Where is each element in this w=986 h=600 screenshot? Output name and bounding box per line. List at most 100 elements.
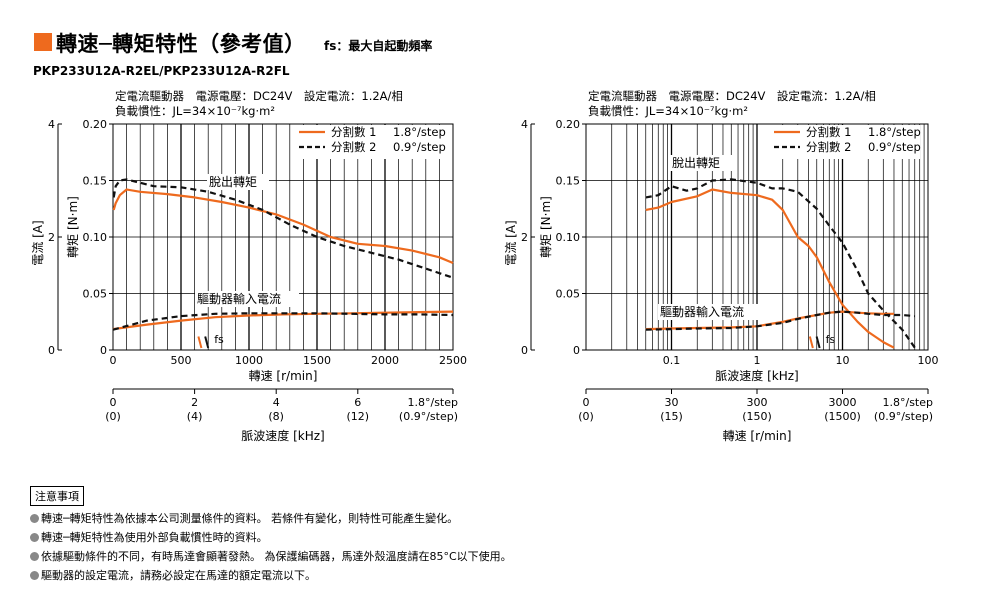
aux-end-label-paren: (0.9°/step) bbox=[874, 410, 933, 423]
current-label: 驅動器輸入電流 bbox=[660, 304, 744, 319]
pullout-label: 脫出轉矩 bbox=[209, 174, 257, 189]
note-item: 驅動器的設定電流，請務必設定在馬達的額定電流以下。 bbox=[30, 566, 512, 585]
x-tick-label: 100 bbox=[918, 354, 939, 367]
legend-label: 分割數 1 bbox=[806, 125, 851, 139]
aux-tick-label-paren: (150) bbox=[742, 410, 772, 423]
y-tick-label: 0.05 bbox=[556, 288, 581, 301]
y-axis-title: 轉矩 [N·m] bbox=[66, 196, 80, 258]
aux-tick-label-paren: (0) bbox=[578, 410, 594, 423]
series-line-torque-div1 bbox=[112, 188, 454, 265]
x-tick-label: 0 bbox=[110, 354, 117, 367]
legend-bg bbox=[293, 125, 445, 159]
y-tick-label: 0.15 bbox=[83, 175, 108, 188]
pullout-label: 脫出轉矩 bbox=[672, 155, 720, 170]
title-accent-square bbox=[34, 33, 52, 51]
x-tick-label: 500 bbox=[171, 354, 192, 367]
x-tick-label: 2500 bbox=[439, 354, 467, 367]
y2-axis-title: 電流 [A] bbox=[504, 220, 518, 265]
y-tick-label: 0.15 bbox=[556, 175, 581, 188]
aux-end-label-paren: (0.9°/step) bbox=[399, 410, 458, 423]
x-tick-label: 1500 bbox=[303, 354, 331, 367]
aux-end-label: 1.8°/step bbox=[883, 396, 934, 409]
current-label-bg bbox=[195, 291, 299, 307]
y-tick-label: 0.20 bbox=[83, 118, 108, 131]
y2-tick-label: 4 bbox=[48, 118, 55, 131]
aux-axis-title: 脈波速度 [kHz] bbox=[241, 428, 324, 443]
aux-tick-label-paren: (12) bbox=[347, 410, 370, 423]
page-title: 轉速─轉矩特性（參考值） bbox=[56, 32, 306, 56]
series-line-torque-div2 bbox=[645, 178, 916, 349]
pullout-label-bg bbox=[670, 155, 732, 171]
pullout-label-bg bbox=[207, 174, 269, 190]
y2-tick-label: 4 bbox=[521, 118, 528, 131]
x-tick-label: 1000 bbox=[235, 354, 263, 367]
y-tick-label: 0.05 bbox=[83, 288, 108, 301]
y-tick-label: 0.10 bbox=[83, 231, 108, 244]
y-tick-label: 0 bbox=[100, 344, 107, 357]
series-line-torque-div2 bbox=[112, 178, 454, 279]
conditions-line2: 負載慣性：JL=34×10⁻⁷kg·m² bbox=[115, 104, 275, 118]
legend-label: 分割數 2 bbox=[806, 140, 851, 154]
y-tick-label: 0.10 bbox=[556, 231, 581, 244]
note-text: 驅動器的設定電流，請務必設定在馬達的額定電流以下。 bbox=[41, 569, 316, 582]
conditions-line1: 定電流驅動器 電源電壓：DC24V 設定電流：1.2A/相 bbox=[588, 89, 876, 103]
current-label: 驅動器輸入電流 bbox=[197, 291, 281, 306]
y2-tick-label: 2 bbox=[48, 231, 55, 244]
page-subtitle: fs：最大自起動頻率 bbox=[324, 39, 433, 53]
x-tick-label: 10 bbox=[836, 354, 850, 367]
x-tick-label: 2000 bbox=[371, 354, 399, 367]
legend-value: 0.9°/step bbox=[868, 140, 921, 154]
bullet-icon bbox=[30, 533, 39, 542]
x-tick-label: 1 bbox=[754, 354, 761, 367]
fs-marker bbox=[204, 336, 210, 349]
legend-value: 0.9°/step bbox=[393, 140, 446, 154]
series-line-torque-div1 bbox=[645, 188, 895, 349]
notes-title: 注意事項 bbox=[30, 486, 84, 506]
aux-tick-label: 300 bbox=[747, 396, 768, 409]
current-label-bg bbox=[658, 304, 762, 320]
aux-tick-label: 30 bbox=[665, 396, 679, 409]
bullet-icon bbox=[30, 571, 39, 580]
y-axis-title: 轉矩 [N·m] bbox=[539, 196, 553, 258]
aux-tick-label-paren: (4) bbox=[187, 410, 203, 423]
legend-label: 分割數 1 bbox=[331, 125, 376, 139]
fs-marker bbox=[808, 336, 814, 349]
aux-tick-label-paren: (15) bbox=[660, 410, 683, 423]
note-item: 依據驅動條件的不同，有時馬達會顯著發熱。 為保護編碼器，馬達外殼溫度請在85°C… bbox=[30, 547, 512, 566]
note-item: 轉速─轉矩特性為依據本公司測量條件的資料。 若條件有變化，則特性可能產生變化。 bbox=[30, 509, 512, 528]
series-line-current-div2 bbox=[112, 312, 454, 331]
legend-value: 1.8°/step bbox=[868, 125, 921, 139]
legend-bg bbox=[768, 125, 920, 159]
x-axis-title: 脈波速度 [kHz] bbox=[715, 368, 798, 383]
y2-tick-label: 2 bbox=[521, 231, 528, 244]
legend-value: 1.8°/step bbox=[393, 125, 446, 139]
y2-tick-label: 0 bbox=[48, 344, 55, 357]
bullet-icon bbox=[30, 514, 39, 523]
note-text: 轉速─轉矩特性為使用外部負載慣性時的資料。 bbox=[41, 531, 268, 544]
fs-label: fs bbox=[214, 333, 224, 346]
notes-section: 注意事項 轉速─轉矩特性為依據本公司測量條件的資料。 若條件有變化，則特性可能產… bbox=[30, 485, 512, 585]
aux-tick-label: 0 bbox=[583, 396, 590, 409]
series-line-current-div2 bbox=[645, 310, 915, 331]
aux-tick-label: 6 bbox=[354, 396, 361, 409]
aux-tick-label: 3000 bbox=[829, 396, 857, 409]
aux-tick-label-paren: (0) bbox=[105, 410, 121, 423]
aux-tick-label: 4 bbox=[273, 396, 280, 409]
aux-end-label: 1.8°/step bbox=[408, 396, 459, 409]
y-tick-label: 0 bbox=[573, 344, 580, 357]
note-text: 轉速─轉矩特性為依據本公司測量條件的資料。 若條件有變化，則特性可能產生變化。 bbox=[41, 512, 459, 525]
note-item: 轉速─轉矩特性為使用外部負載慣性時的資料。 bbox=[30, 528, 512, 547]
notes-list: 轉速─轉矩特性為依據本公司測量條件的資料。 若條件有變化，則特性可能產生變化。轉… bbox=[30, 509, 512, 585]
model-name: PKP233U12A-R2EL/PKP233U12A-R2FL bbox=[33, 64, 290, 78]
fs-marker bbox=[197, 336, 203, 349]
y2-axis-title: 電流 [A] bbox=[31, 220, 45, 265]
y-tick-label: 0.20 bbox=[556, 118, 581, 131]
x-axis-title: 轉速 [r/min] bbox=[249, 369, 318, 383]
fs-marker bbox=[815, 336, 821, 349]
aux-tick-label: 0 bbox=[110, 396, 117, 409]
aux-axis-title: 轉速 [r/min] bbox=[723, 429, 792, 443]
aux-tick-label-paren: (1500) bbox=[824, 410, 861, 423]
legend-label: 分割數 2 bbox=[331, 140, 376, 154]
aux-tick-label-paren: (8) bbox=[268, 410, 284, 423]
